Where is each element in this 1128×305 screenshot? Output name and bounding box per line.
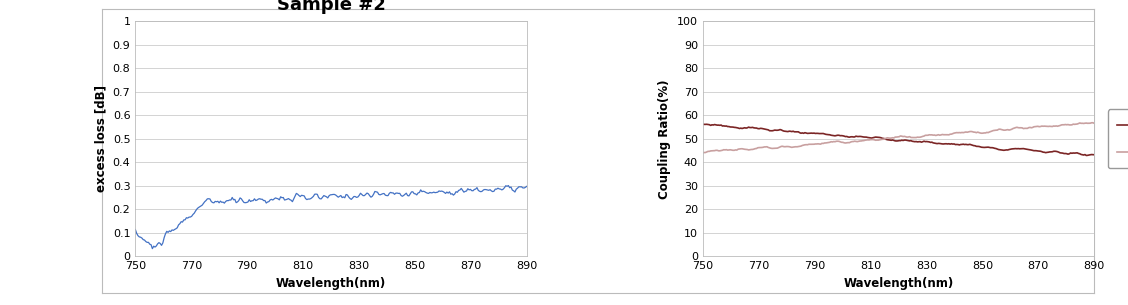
port2(%) bbox=[1086, 121, 1100, 124]
port 1(%) bbox=[697, 123, 711, 126]
port2(%) bbox=[935, 133, 949, 136]
port 1(%) bbox=[1087, 153, 1101, 156]
port2(%) bbox=[1087, 121, 1101, 125]
Line: port 1(%): port 1(%) bbox=[703, 124, 1094, 156]
port 1(%) bbox=[1052, 150, 1066, 154]
X-axis label: Wavelength(nm): Wavelength(nm) bbox=[844, 277, 953, 290]
X-axis label: Wavelength(nm): Wavelength(nm) bbox=[276, 277, 386, 290]
port 1(%) bbox=[931, 142, 944, 145]
Legend: port 1(%), port2(%): port 1(%), port2(%) bbox=[1108, 109, 1128, 168]
port 1(%) bbox=[929, 142, 943, 145]
port2(%) bbox=[696, 151, 710, 155]
port2(%) bbox=[697, 151, 711, 154]
port 1(%) bbox=[937, 142, 951, 146]
port 1(%) bbox=[700, 123, 714, 126]
port2(%) bbox=[927, 133, 941, 137]
Y-axis label: excess loss [dB]: excess loss [dB] bbox=[95, 85, 107, 192]
Title: Sample #2: Sample #2 bbox=[276, 0, 386, 14]
port 1(%) bbox=[696, 123, 710, 126]
Line: port2(%): port2(%) bbox=[703, 123, 1094, 153]
port2(%) bbox=[929, 134, 943, 137]
port 1(%) bbox=[1079, 154, 1093, 157]
Y-axis label: Coupling Ratio(%): Coupling Ratio(%) bbox=[659, 79, 671, 199]
port2(%) bbox=[1025, 126, 1039, 129]
port 1(%) bbox=[1028, 149, 1041, 152]
port2(%) bbox=[1051, 124, 1065, 128]
